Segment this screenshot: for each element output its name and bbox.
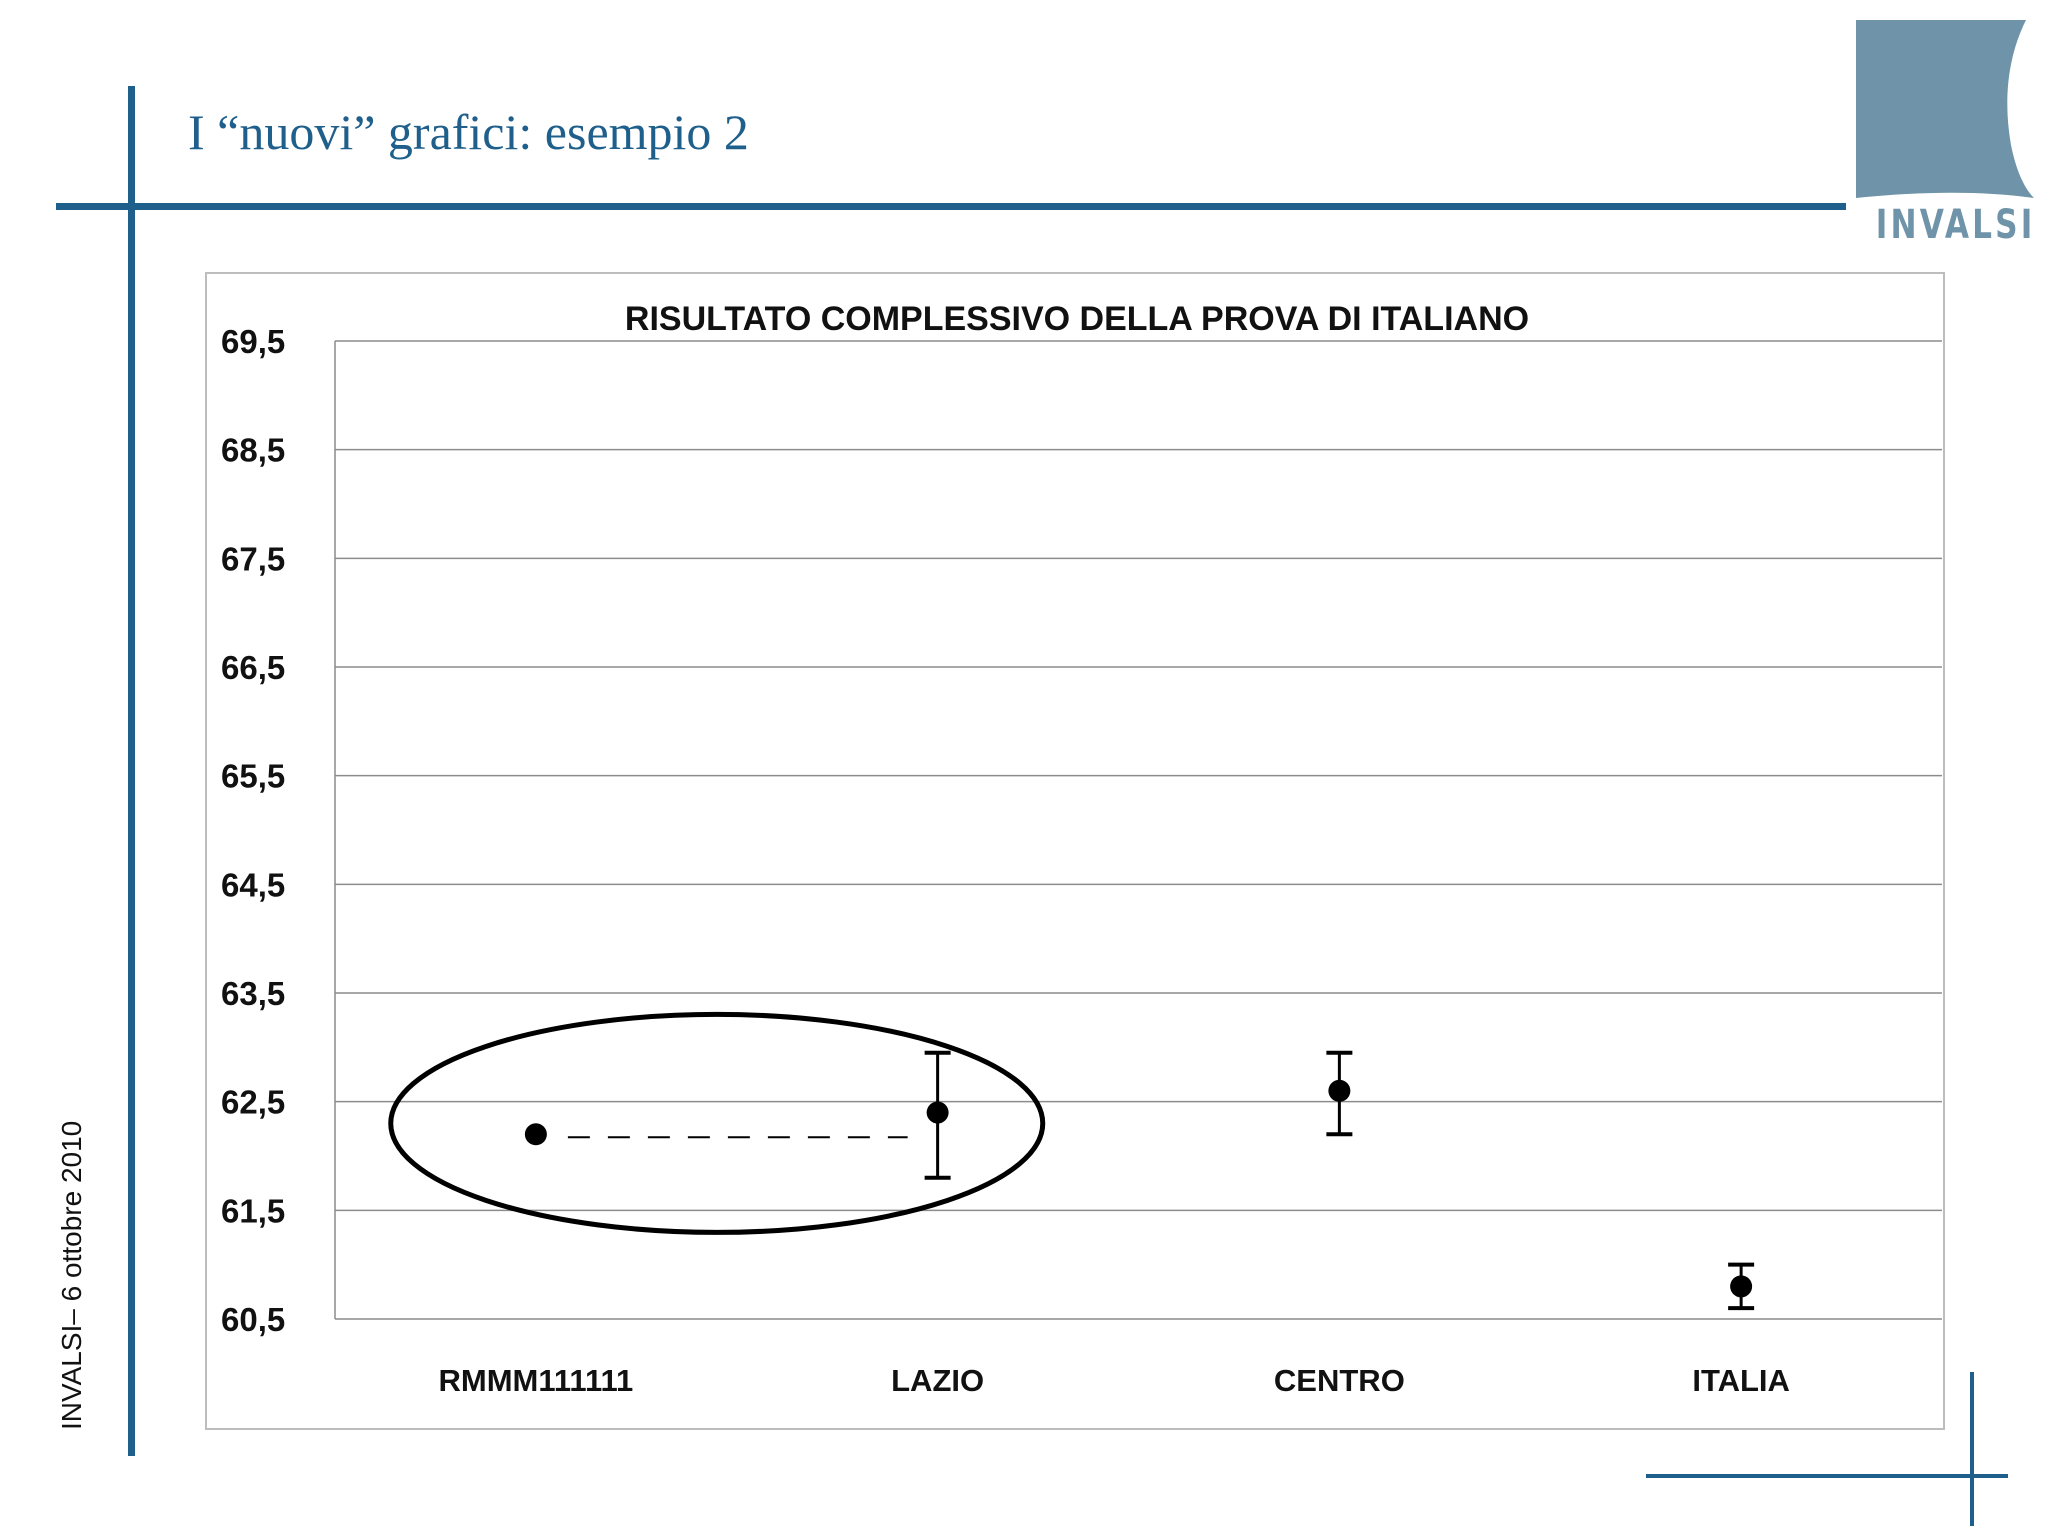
left-accent-line (128, 86, 135, 1456)
x-tick-label: ITALIA (1692, 1363, 1790, 1398)
y-tick-label: 69,5 (221, 323, 285, 360)
y-tick-label: 64,5 (221, 866, 285, 903)
x-tick-label: LAZIO (891, 1363, 984, 1398)
y-tick-label: 62,5 (221, 1084, 285, 1121)
y-tick-label: 65,5 (221, 758, 285, 795)
chart-frame: RISULTATO COMPLESSIVO DELLA PROVA DI ITA… (205, 272, 1945, 1430)
x-tick-label: CENTRO (1274, 1363, 1405, 1398)
y-tick-label: 68,5 (221, 432, 285, 469)
logo-shape (1856, 20, 2034, 198)
chart-title: RISULTATO COMPLESSIVO DELLA PROVA DI ITA… (625, 300, 1529, 338)
y-tick-label: 67,5 (221, 540, 285, 577)
header-rule (56, 203, 1846, 210)
chart: RISULTATO COMPLESSIVO DELLA PROVA DI ITA… (221, 300, 1942, 1398)
slide-title: I “nuovi” grafici: esempio 2 (188, 104, 749, 160)
data-point (926, 1101, 949, 1124)
y-tick-label: 66,5 (221, 649, 285, 686)
footer-date: INVALSI– 6 ottobre 2010 (56, 1120, 87, 1430)
data-point (1730, 1275, 1753, 1298)
y-tick-label: 61,5 (221, 1192, 285, 1229)
y-tick-label: 63,5 (221, 975, 285, 1012)
x-tick-label: RMMM111111 (439, 1363, 634, 1398)
invalsi-logo: INVALSI (1856, 20, 2036, 250)
data-point (1328, 1079, 1351, 1102)
corner-horizontal-line (1646, 1474, 2008, 1478)
y-tick-label: 60,5 (221, 1301, 285, 1338)
data-point (524, 1123, 547, 1146)
logo-text: INVALSI (1875, 202, 2036, 248)
corner-vertical-line (1970, 1372, 1974, 1526)
highlight-ellipse (388, 1011, 1046, 1235)
